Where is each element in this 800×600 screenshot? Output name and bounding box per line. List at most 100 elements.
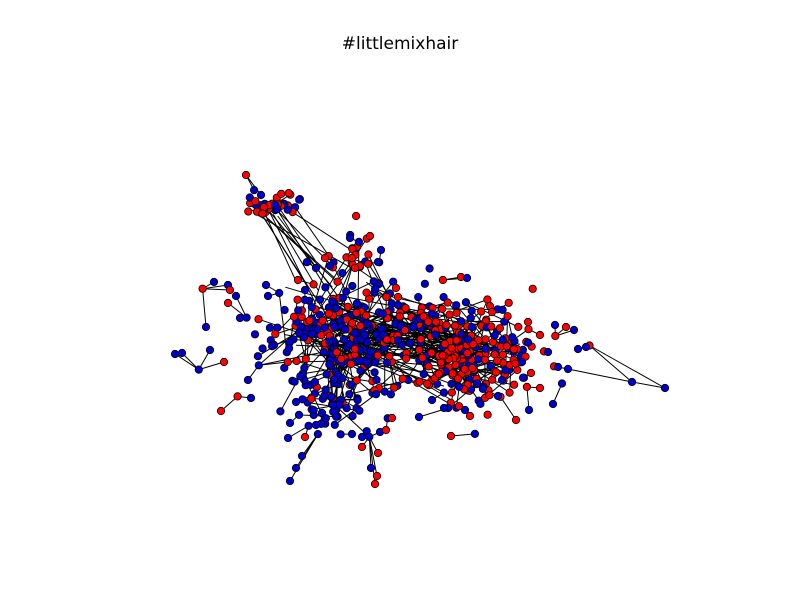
graph-node-blue	[360, 330, 369, 339]
graph-node-red	[424, 362, 433, 371]
graph-edge	[500, 396, 517, 421]
graph-node-blue	[194, 365, 203, 374]
graph-node-red	[395, 312, 404, 321]
graph-node-blue	[460, 405, 470, 415]
graph-node-blue	[362, 357, 371, 366]
graph-edge	[258, 351, 327, 366]
graph-node-blue	[313, 429, 322, 439]
graph-node-red	[320, 253, 330, 263]
graph-node-blue	[517, 357, 527, 367]
graph-node-red	[370, 479, 380, 489]
graph-node-red	[498, 350, 507, 359]
graph-node-blue	[295, 195, 304, 204]
graph-node-blue	[325, 261, 335, 271]
graph-node-red	[438, 304, 447, 313]
graph-node-red	[419, 312, 428, 321]
graph-node-red	[365, 231, 375, 241]
graph-node-blue	[439, 388, 449, 397]
graph-node-red	[362, 311, 371, 320]
graph-node-blue	[553, 362, 563, 372]
graph-node-red	[442, 320, 451, 329]
figure-title: #littlemixhair	[341, 34, 459, 54]
graph-node-blue	[243, 375, 253, 385]
graph-node-red	[391, 283, 401, 293]
graph-node-blue	[419, 369, 428, 379]
graph-node-blue	[283, 205, 292, 214]
graph-node-red	[352, 308, 361, 317]
graph-node-blue	[378, 309, 387, 318]
graph-node-red	[289, 312, 299, 321]
graph-node-blue	[325, 360, 334, 369]
graph-node-blue	[524, 405, 534, 415]
graph-node-red	[526, 368, 536, 378]
graph-edge	[263, 215, 335, 279]
graph-node-red	[465, 411, 475, 421]
graph-node-blue	[250, 330, 260, 339]
graph-node-red	[524, 325, 533, 334]
graph-node-blue	[302, 258, 311, 267]
graph-node-red	[468, 363, 477, 373]
graph-edge	[275, 203, 316, 261]
graph-node-red	[364, 250, 373, 259]
graph-node-blue	[328, 400, 338, 409]
graph-edge	[357, 241, 360, 306]
graph-node-red	[387, 413, 397, 423]
graph-node-blue	[339, 335, 348, 344]
graph-node-red	[522, 382, 532, 391]
graph-node-red	[509, 380, 519, 389]
graph-node-red	[509, 345, 519, 354]
graph-node-red	[491, 368, 501, 377]
graph-node-blue	[543, 347, 553, 357]
graph-node-blue	[338, 293, 348, 302]
graph-node-blue	[357, 432, 367, 442]
graph-node-blue	[342, 287, 351, 296]
graph-node-blue	[498, 335, 507, 344]
graph-node-red	[318, 316, 327, 325]
graph-node-blue	[414, 292, 423, 302]
graph-node-red	[254, 315, 263, 324]
graph-node-blue	[296, 372, 305, 381]
graph-node-blue	[245, 193, 254, 202]
graph-node-blue	[327, 392, 336, 401]
graph-node-red	[445, 310, 454, 319]
graph-node-blue	[310, 377, 319, 387]
graph-node-blue	[439, 292, 448, 302]
graph-node-red	[293, 275, 303, 285]
graph-node-red	[447, 388, 456, 397]
graph-edge	[290, 210, 358, 255]
graph-node-blue	[209, 277, 219, 287]
graph-node-blue	[256, 190, 266, 200]
graph-node-red	[511, 415, 521, 425]
graph-node-blue	[373, 257, 383, 267]
graph-node-blue	[275, 288, 284, 298]
graph-node-blue	[311, 420, 321, 430]
graph-node-red	[423, 379, 432, 388]
graph-node-blue	[581, 342, 591, 352]
graph-node-red	[528, 284, 537, 293]
graph-node-blue	[366, 347, 375, 356]
graph-edge	[265, 215, 298, 285]
graph-node-blue	[332, 303, 341, 313]
graph-node-blue	[315, 295, 325, 304]
graph-node-blue	[309, 405, 318, 415]
graph-node-red	[337, 354, 346, 363]
graph-node-red	[469, 340, 478, 349]
graph-node-red	[389, 383, 399, 392]
graph-node-red	[372, 471, 382, 481]
graph-node-blue	[331, 412, 341, 421]
graph-node-red	[233, 392, 242, 401]
graph-node-red	[300, 432, 310, 442]
graph-node-blue	[341, 325, 350, 334]
graph-node-red	[523, 317, 533, 327]
graph-node-blue	[365, 432, 374, 441]
graph-node-red	[446, 431, 456, 441]
graph-node-blue	[297, 451, 307, 461]
graph-node-blue	[177, 348, 187, 358]
graph-node-red	[284, 189, 293, 198]
graph-node-red	[434, 369, 443, 378]
graph-node-red	[333, 277, 342, 286]
graph-node-red	[343, 302, 352, 311]
graph-node-blue	[382, 358, 392, 367]
graph-node-red	[271, 329, 280, 339]
